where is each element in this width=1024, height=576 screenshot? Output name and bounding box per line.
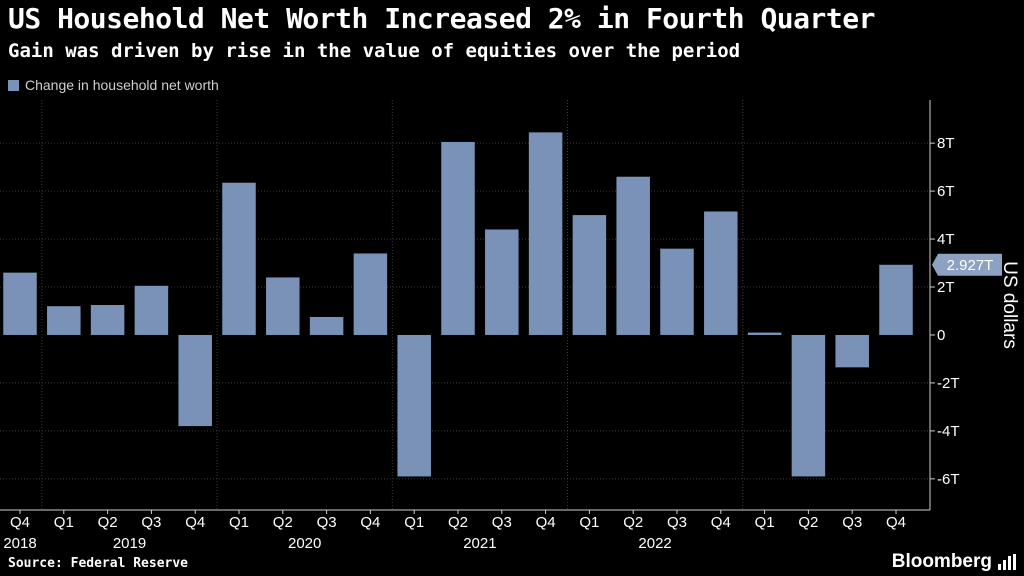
x-tick-label: Q3 bbox=[492, 514, 512, 531]
brand-name: Bloomberg bbox=[891, 551, 992, 572]
y-tick-label: 0 bbox=[937, 327, 945, 344]
x-tick-label: Q4 bbox=[886, 514, 906, 531]
x-tick-label: Q3 bbox=[317, 514, 337, 531]
x-tick-label: Q1 bbox=[579, 514, 599, 531]
chart-subtitle: Gain was driven by rise in the value of … bbox=[8, 40, 741, 62]
bar bbox=[3, 272, 37, 335]
x-tick-label: Q4 bbox=[360, 514, 380, 531]
bar bbox=[353, 253, 388, 335]
x-tick-label: Q3 bbox=[141, 514, 161, 531]
bar bbox=[572, 215, 607, 335]
x-tick-label: Q3 bbox=[842, 514, 862, 531]
bar bbox=[528, 132, 563, 335]
bar bbox=[397, 334, 431, 477]
bar bbox=[791, 334, 826, 477]
year-label: 2021 bbox=[463, 535, 496, 552]
bar bbox=[47, 306, 81, 335]
bar bbox=[660, 248, 694, 335]
bar bbox=[90, 305, 125, 335]
x-tick-label: Q4 bbox=[10, 514, 30, 531]
bar bbox=[222, 182, 256, 335]
y-tick-label: 2T bbox=[937, 279, 955, 296]
x-tick-label: Q1 bbox=[404, 514, 424, 531]
x-tick-label: Q2 bbox=[448, 514, 468, 531]
y-tick-label: -4T bbox=[937, 423, 960, 440]
bar bbox=[879, 264, 913, 335]
annotation-label: 2.927T bbox=[947, 257, 994, 274]
x-tick-label: Q4 bbox=[536, 514, 556, 531]
source-note: Source: Federal Reserve bbox=[8, 556, 189, 571]
x-tick-label: Q2 bbox=[273, 514, 293, 531]
y-axis-title: US dollars bbox=[999, 261, 1020, 349]
x-tick-label: Q2 bbox=[798, 514, 818, 531]
year-label: 2020 bbox=[288, 535, 321, 552]
bar bbox=[134, 285, 169, 335]
legend-swatch bbox=[8, 79, 19, 91]
annotation-callout bbox=[932, 253, 1002, 276]
bar bbox=[747, 332, 782, 335]
x-tick-label: Q2 bbox=[623, 514, 643, 531]
year-label: 2022 bbox=[638, 535, 671, 552]
x-tick-label: Q1 bbox=[229, 514, 249, 531]
bar bbox=[835, 334, 869, 368]
y-tick-label: 4T bbox=[937, 231, 955, 248]
x-tick-label: Q4 bbox=[711, 514, 731, 531]
x-tick-label: Q1 bbox=[54, 514, 74, 531]
y-tick-label: 6T bbox=[937, 183, 955, 200]
x-tick-label: Q4 bbox=[185, 514, 205, 531]
y-tick-label: -2T bbox=[937, 375, 960, 392]
legend-label: Change in household net worth bbox=[25, 77, 219, 93]
x-tick-label: Q3 bbox=[667, 514, 687, 531]
legend: Change in household net worth bbox=[8, 77, 219, 93]
bar bbox=[704, 211, 738, 335]
bar bbox=[309, 316, 344, 335]
y-tick-label: -6T bbox=[937, 471, 960, 488]
chart-title: US Household Net Worth Increased 2% in F… bbox=[8, 2, 875, 35]
bar bbox=[178, 334, 212, 427]
bar bbox=[485, 229, 519, 335]
y-tick-label: 8T bbox=[937, 135, 955, 152]
year-label: 2019 bbox=[113, 535, 146, 552]
x-tick-label: Q2 bbox=[98, 514, 118, 531]
bar bbox=[266, 277, 300, 335]
bar bbox=[441, 141, 475, 335]
bloomberg-logo-icon bbox=[998, 554, 1016, 570]
year-label: 2018 bbox=[3, 535, 36, 552]
bar bbox=[616, 176, 650, 335]
x-tick-label: Q1 bbox=[755, 514, 775, 531]
